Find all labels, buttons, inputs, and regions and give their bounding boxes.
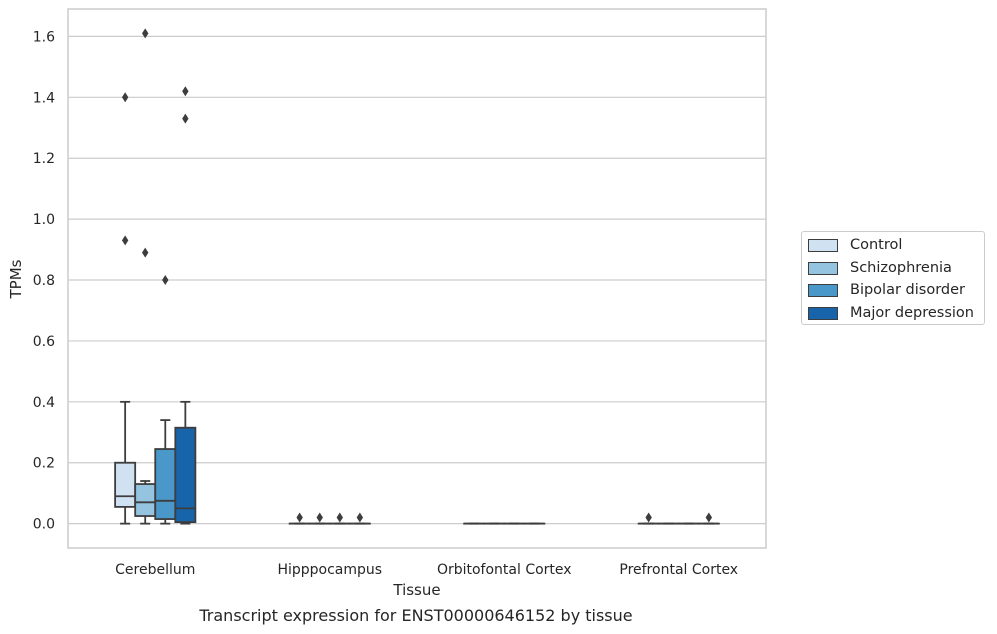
y-tick-label: 1.0 (33, 212, 55, 228)
box-group (288, 512, 311, 525)
outlier-point (316, 512, 323, 523)
x-tick-label: Prefrontal Cortex (619, 562, 738, 578)
legend-swatch-control (808, 238, 838, 252)
box-group (174, 86, 197, 525)
box (154, 448, 177, 520)
legend-label-control: Control (850, 237, 903, 253)
outlier-point (296, 512, 303, 523)
box-group (348, 512, 371, 525)
plot-frame (67, 8, 767, 549)
box-group (328, 512, 351, 525)
x-tick-label: Hipppocampus (277, 562, 382, 578)
outlier-point (336, 512, 343, 523)
outlier-point (142, 247, 149, 258)
legend: Control Schizophrenia Bipolar disorder M… (801, 231, 985, 325)
outlier-point (182, 86, 189, 97)
outlier-point (162, 275, 169, 286)
outlier-point (182, 113, 189, 124)
outlier-point (121, 92, 129, 103)
box-group (114, 92, 137, 525)
chart-caption: Transcript expression for ENST0000064615… (199, 606, 633, 625)
x-tick-label: Orbitofontal Cortex (437, 562, 572, 578)
box (114, 461, 137, 508)
legend-swatch-schizophrenia (808, 261, 838, 275)
legend-item-schizophrenia: Schizophrenia (808, 258, 952, 278)
outlier-point (645, 512, 652, 523)
y-tick-label: 1.6 (33, 29, 55, 45)
y-tick-label: 0.8 (33, 273, 55, 289)
y-tick-label: 0.2 (33, 456, 55, 472)
outlier-point (356, 512, 364, 523)
y-tick-label: 0.4 (33, 395, 55, 411)
x-axis-label: Tissue (392, 581, 440, 599)
box-group (637, 512, 660, 525)
boxes (114, 28, 720, 525)
legend-item-major-depression: Major depression (808, 303, 974, 323)
box-group (308, 512, 331, 525)
legend-label-major-depression: Major depression (850, 305, 974, 321)
y-tick-label: 0.6 (33, 334, 55, 350)
outlier-point (705, 512, 713, 523)
box-group (134, 28, 157, 525)
tick-labels: 0.0 0.2 0.4 0.6 0.8 1.0 1.2 1.4 1.6 Cerebellum Hip… (33, 29, 738, 578)
y-tick-label: 0.0 (33, 517, 55, 533)
x-tick-label: Cerebellum (115, 562, 195, 578)
box-group (697, 512, 720, 525)
outlier-point (142, 28, 149, 39)
y-axis-label: TPMs (7, 259, 25, 299)
legend-swatch-bipolar-disorder (808, 283, 838, 297)
legend-label-schizophrenia: Schizophrenia (850, 260, 952, 276)
legend-swatch-major-depression (808, 306, 838, 320)
legend-item-bipolar-disorder: Bipolar disorder (808, 280, 965, 300)
legend-label-bipolar-disorder: Bipolar disorder (850, 282, 965, 298)
legend-item-control: Control (808, 235, 902, 255)
y-tick-label: 1.4 (33, 90, 55, 106)
box (174, 426, 197, 524)
outlier-point (121, 235, 129, 246)
y-tick-label: 1.2 (33, 151, 55, 167)
box (134, 483, 157, 517)
box-group (154, 275, 177, 525)
